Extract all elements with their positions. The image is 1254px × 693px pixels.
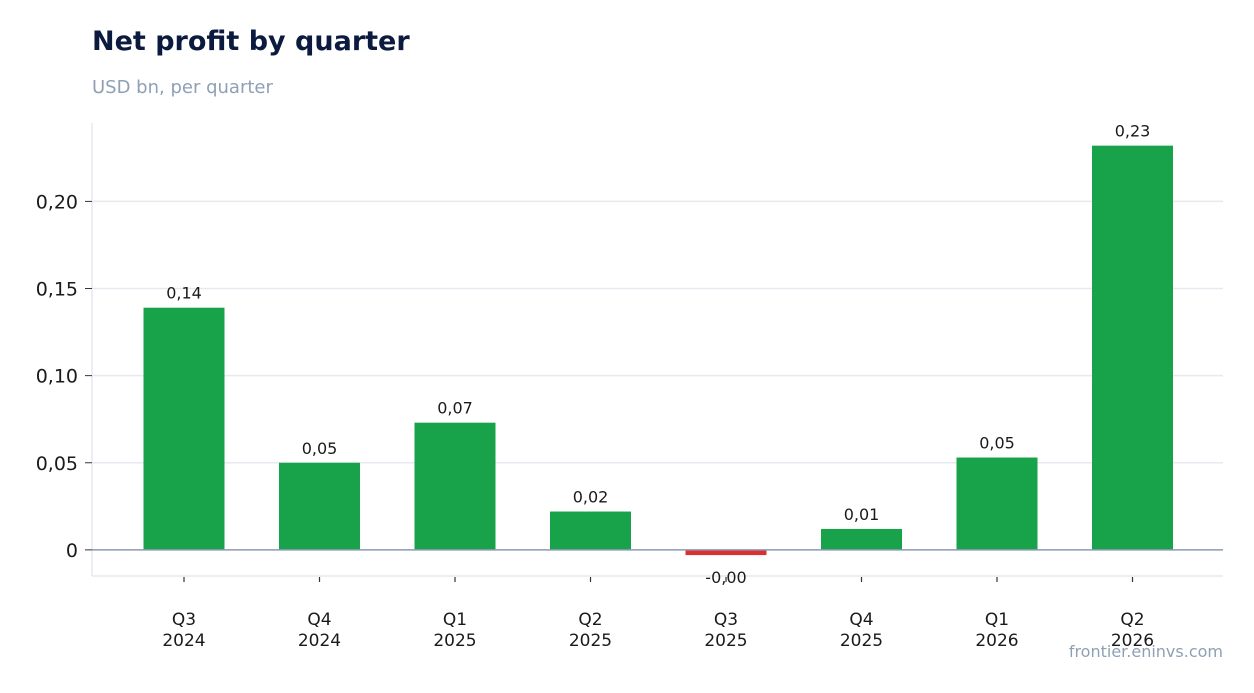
chart-title: Net profit by quarter	[92, 26, 410, 57]
data-label: 0,23	[1115, 122, 1151, 141]
y-tick-label: 0,15	[36, 279, 78, 301]
x-tick-label-quarter: Q2	[578, 610, 602, 630]
y-tick-label: 0	[66, 540, 78, 562]
x-tick-label-year: 2025	[840, 631, 883, 651]
data-label: 0,05	[979, 434, 1015, 453]
x-tick-label-year: 2025	[704, 631, 747, 651]
x-tick-label-year: 2025	[433, 631, 476, 651]
x-tick-label-year: 2026	[1111, 631, 1154, 651]
x-tick-label-year: 2025	[569, 631, 612, 651]
x-tick-label-quarter: Q3	[714, 610, 738, 630]
bar	[1092, 145, 1173, 550]
x-tick-label-quarter: Q2	[1120, 610, 1144, 630]
chart-subtitle: USD bn, per quarter	[92, 77, 273, 98]
data-label: 0,14	[166, 284, 202, 303]
bar	[279, 462, 360, 550]
x-tick-label-year: 2024	[298, 631, 341, 651]
x-tick-label-quarter: Q1	[443, 610, 467, 630]
bar	[143, 307, 225, 550]
y-tick-label: 0,05	[36, 453, 78, 475]
bar	[685, 549, 767, 556]
x-tick-label-year: 2026	[975, 631, 1018, 651]
data-label: 0,02	[573, 488, 609, 507]
data-label: 0,05	[302, 439, 338, 458]
bar	[821, 528, 902, 550]
y-tick-label: 0,10	[36, 366, 78, 388]
bar	[414, 422, 496, 550]
x-tick-label-quarter: Q4	[307, 610, 331, 630]
y-tick-label: 0,20	[36, 191, 78, 213]
bar	[956, 457, 1038, 550]
source-credit: frontier.eninvs.com	[1068, 642, 1223, 661]
data-label: 0,01	[844, 505, 880, 524]
x-tick-label-year: 2024	[162, 631, 205, 651]
bar	[550, 511, 631, 550]
x-tick-label-quarter: Q3	[172, 610, 196, 630]
x-tick-label-quarter: Q4	[849, 610, 873, 630]
x-tick-label-quarter: Q1	[985, 610, 1009, 630]
data-label: 0,07	[437, 399, 473, 418]
